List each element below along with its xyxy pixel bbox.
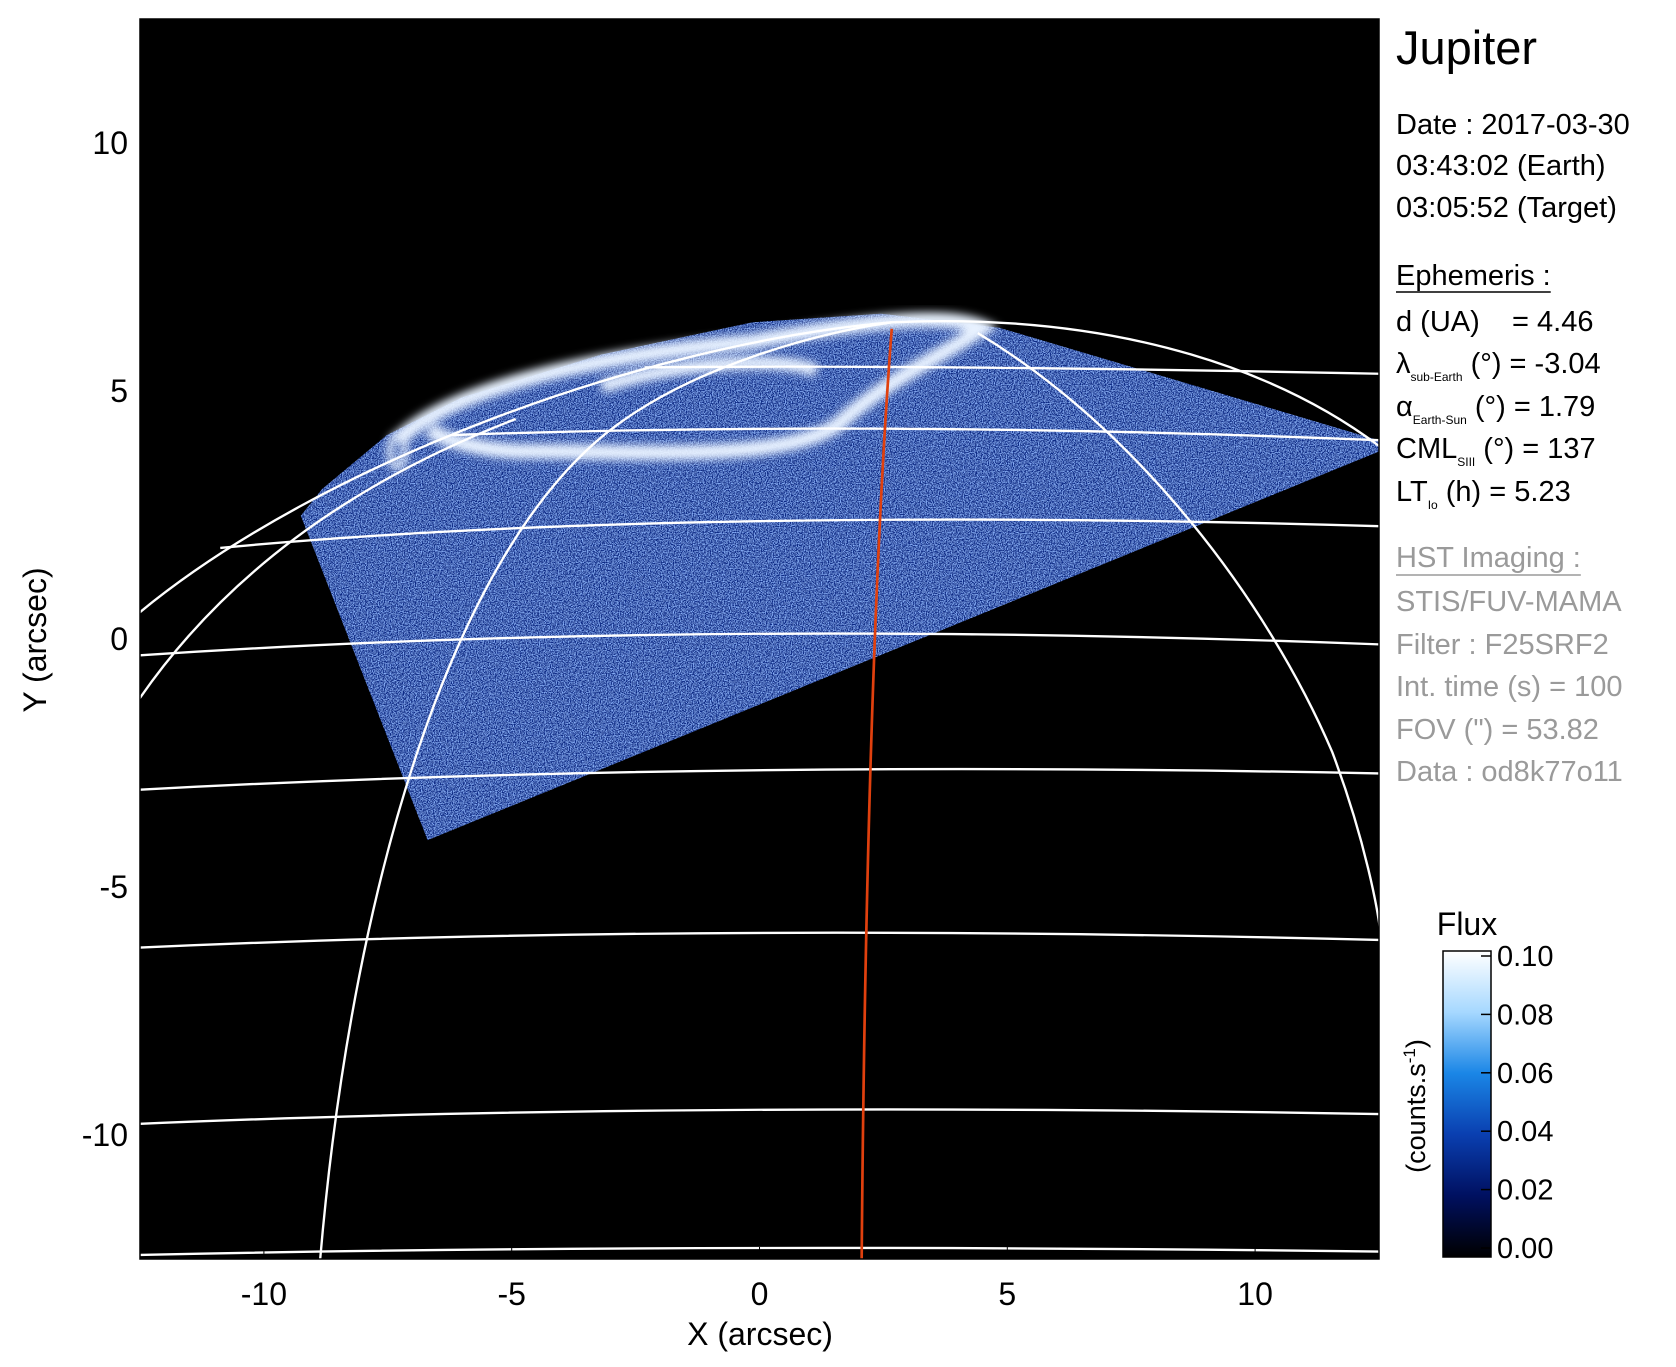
y-tick-label: -5 bbox=[100, 869, 128, 905]
imaging-title: HST Imaging : bbox=[1396, 542, 1581, 574]
y-axis-label: Y (arcsec) bbox=[17, 567, 53, 712]
symbol: LT bbox=[1396, 476, 1428, 508]
subscript: Io bbox=[1428, 498, 1438, 512]
ephemeris-line: αEarth-Sun (°) = 1.79 bbox=[1396, 391, 1595, 427]
coordinate-grid bbox=[140, 319, 1379, 1259]
units-close: ) bbox=[1401, 1039, 1431, 1048]
x-tick-label: -10 bbox=[241, 1276, 287, 1312]
date-line: Date : 2017-03-30 bbox=[1396, 109, 1630, 141]
imaging-line: Filter : F25SRF2 bbox=[1396, 629, 1609, 661]
ephemeris-line: CMLSIII (°) = 137 bbox=[1396, 433, 1596, 469]
y-tick-label: 0 bbox=[110, 621, 128, 657]
subscript: Earth-Sun bbox=[1413, 413, 1467, 427]
colorbar bbox=[1442, 950, 1492, 1258]
x-tick-label: -5 bbox=[497, 1276, 525, 1312]
colorbar-units: (counts.s-1) bbox=[1400, 1039, 1431, 1173]
units-sup: -1 bbox=[1400, 1048, 1419, 1063]
imaging-line: Int. time (s) = 100 bbox=[1396, 671, 1622, 703]
colorbar-label: Flux bbox=[1437, 906, 1497, 942]
x-tick-label: 0 bbox=[751, 1276, 769, 1312]
colorbar-tick-label: 0.00 bbox=[1497, 1233, 1553, 1265]
colorbar-tick-label: 0.10 bbox=[1497, 941, 1553, 973]
ephemeris-line: LTIo (h) = 5.23 bbox=[1396, 476, 1571, 512]
x-tick-label: 10 bbox=[1237, 1276, 1273, 1312]
value: d (UA) = 4.46 bbox=[1396, 306, 1593, 338]
ephemeris-line: d (UA) = 4.46 bbox=[1396, 306, 1593, 338]
reference-meridian bbox=[860, 328, 894, 1259]
colorbar-tick-label: 0.06 bbox=[1497, 1058, 1553, 1090]
y-tick-label: -10 bbox=[82, 1117, 128, 1153]
imaging-line: FOV (") = 53.82 bbox=[1396, 714, 1599, 746]
units-base: (counts.s bbox=[1401, 1063, 1431, 1173]
y-tick-label: 10 bbox=[92, 125, 128, 161]
x-tick-label: 5 bbox=[998, 1276, 1016, 1312]
title: Jupiter bbox=[1396, 21, 1537, 74]
date-line: 03:43:02 (Earth) bbox=[1396, 150, 1606, 182]
ephemeris-title: Ephemeris : bbox=[1396, 260, 1551, 292]
symbol: CML bbox=[1396, 433, 1457, 465]
value: (°) = 1.79 bbox=[1467, 391, 1595, 423]
y-tick-label: 5 bbox=[110, 373, 128, 409]
imaging-line: Data : od8k77o11 bbox=[1396, 756, 1623, 788]
symbol: λ bbox=[1396, 348, 1411, 380]
imaging-line: STIS/FUV-MAMA bbox=[1396, 586, 1622, 618]
x-axis-label: X (arcsec) bbox=[687, 1316, 833, 1352]
subscript: sub-Earth bbox=[1411, 370, 1463, 384]
subscript: SIII bbox=[1457, 455, 1475, 469]
symbol: α bbox=[1396, 391, 1413, 423]
value: (h) = 5.23 bbox=[1438, 476, 1571, 508]
image bbox=[140, 312, 1379, 1259]
ephemeris-line: λsub-Earth (°) = -3.04 bbox=[1396, 348, 1601, 384]
colorbar-tick-label: 0.08 bbox=[1497, 999, 1553, 1031]
date-line: 03:05:52 (Target) bbox=[1396, 192, 1617, 224]
colorbar-tick-label: 0.04 bbox=[1497, 1116, 1553, 1148]
colorbar-tick-label: 0.02 bbox=[1497, 1175, 1553, 1207]
value: (°) = 137 bbox=[1475, 433, 1595, 465]
value: (°) = -3.04 bbox=[1463, 348, 1601, 380]
